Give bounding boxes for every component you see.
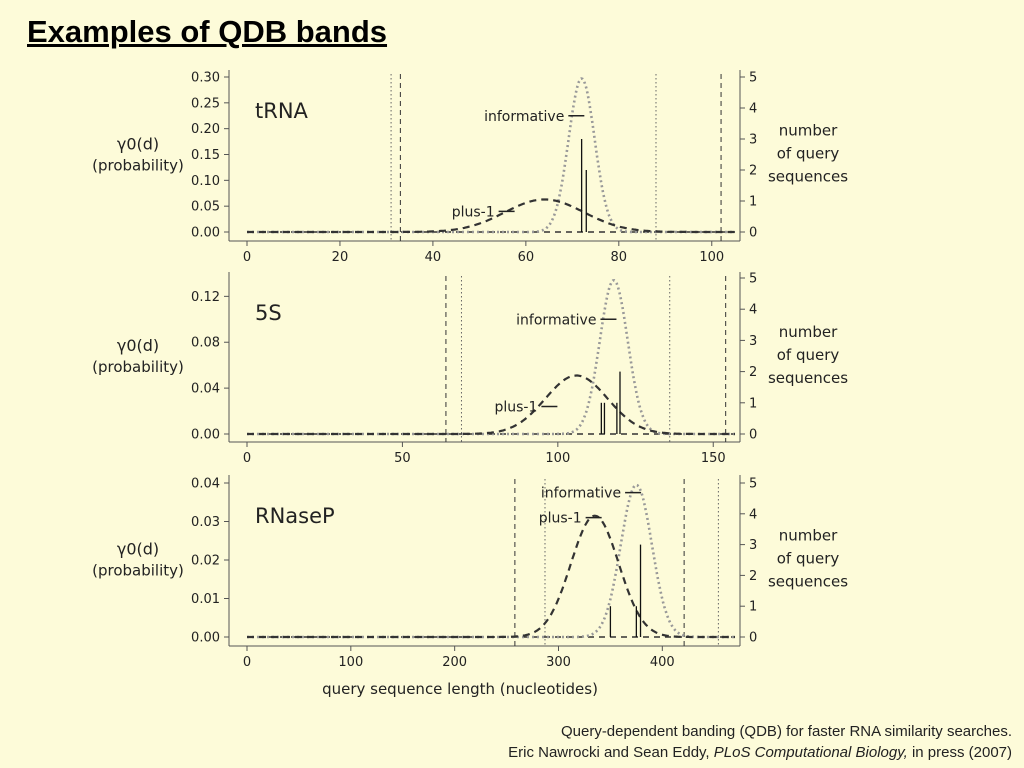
y-axis-label: γ0(d) <box>117 540 159 559</box>
x-tick-label: 150 <box>701 451 726 466</box>
y-tick-label: 0.08 <box>191 336 220 351</box>
caption-line-1: Query-dependent banding (QDB) for faster… <box>561 723 1012 740</box>
y2-axis-label: number <box>779 527 838 545</box>
y2-axis-label: sequences <box>768 168 848 186</box>
series-plus-1-curve <box>247 514 735 639</box>
y-tick-label: 0.02 <box>191 554 220 569</box>
y2-tick-label: 4 <box>749 507 757 522</box>
y-tick-label: 0.00 <box>191 631 220 646</box>
annotation-plus-1: plus-1 <box>494 399 537 415</box>
x-axis-label: query sequence length (nucleotides) <box>322 680 598 698</box>
chart-panel-5s: 0 50 100 150 0.00 0.04 0.08 0.12 0 1 2 3 4 5 informati… <box>92 272 848 467</box>
caption-line-2: Eric Nawrocki and Sean Eddy, PLoS Comput… <box>508 744 1012 761</box>
y2-tick-label: 3 <box>749 334 757 349</box>
y-axis-sublabel: (probability) <box>92 157 184 175</box>
y2-axis-label: sequences <box>768 573 848 591</box>
x-tick-label: 300 <box>546 655 571 670</box>
y-tick-label: 0.03 <box>191 515 220 530</box>
caption-text: Query-dependent banding (QDB) for faster… <box>560 723 1012 740</box>
y-tick-label: 0.10 <box>191 174 220 189</box>
annotation-informative: informative <box>484 109 564 125</box>
y2-tick-label: 0 <box>749 428 757 443</box>
y-tick-label: 0.04 <box>191 477 220 492</box>
series-informative-curve <box>247 77 735 234</box>
y-axis-label: γ0(d) <box>117 135 159 154</box>
y2-tick-label: 2 <box>749 164 757 179</box>
panel-title: tRNA <box>255 99 309 123</box>
y-tick-label: 0.25 <box>191 96 220 111</box>
y2-tick-label: 2 <box>749 569 757 584</box>
y2-axis-label: of query <box>777 550 840 568</box>
y2-axis-label: number <box>779 122 838 140</box>
y2-axis-label: sequences <box>768 369 848 387</box>
x-tick-label: 0 <box>243 655 251 670</box>
y-axis-sublabel: (probability) <box>92 358 184 376</box>
series-informative-curve <box>247 279 735 436</box>
y2-tick-label: 1 <box>749 195 757 210</box>
x-tick-label: 200 <box>442 655 467 670</box>
y2-tick-label: 0 <box>749 226 757 241</box>
y-tick-label: 0.20 <box>191 122 220 137</box>
y-tick-label: 0.04 <box>191 382 220 397</box>
slide-title: Examples of QDB bands <box>27 14 388 49</box>
chart-panel-rnasep: 0 100 200 300 400 0.00 0.01 0.02 0.03 0.04 0 1 2 3 4 5 i… <box>92 475 848 698</box>
y2-tick-label: 4 <box>749 102 757 117</box>
annotation-plus-1: plus-1 <box>452 204 495 220</box>
y2-tick-label: 4 <box>749 303 757 318</box>
y2-tick-label: 1 <box>749 600 757 615</box>
y2-tick-label: 3 <box>749 538 757 553</box>
y2-tick-label: 1 <box>749 396 757 411</box>
series-plus-1-curve <box>247 374 735 436</box>
y-axis-sublabel: (probability) <box>92 562 184 580</box>
caption-journal: PLoS Computational Biology, <box>713 744 908 761</box>
x-tick-label: 80 <box>611 250 628 265</box>
y-tick-label: 0.01 <box>191 592 220 607</box>
caption-status: in press (2007) <box>907 744 1012 761</box>
x-tick-label: 50 <box>394 451 411 466</box>
annotation-plus-1: plus-1 <box>539 511 582 527</box>
y2-axis-label: of query <box>777 145 840 163</box>
annotation-informative: informative <box>516 312 596 328</box>
series-plus-1-curve <box>247 198 735 234</box>
y-tick-label: 0.12 <box>191 290 220 305</box>
y-tick-label: 0.30 <box>191 71 220 86</box>
panel-title: RNaseP <box>255 504 335 528</box>
x-tick-label: 100 <box>338 655 363 670</box>
y2-tick-label: 3 <box>749 133 757 148</box>
y2-tick-label: 0 <box>749 631 757 646</box>
x-tick-label: 100 <box>699 250 724 265</box>
x-tick-label: 20 <box>332 250 349 265</box>
x-tick-label: 0 <box>243 250 251 265</box>
y-tick-label: 0.00 <box>191 428 220 443</box>
y2-axis-label: of query <box>777 346 840 364</box>
caption-authors: Eric Nawrocki and Sean Eddy, <box>508 744 714 761</box>
x-tick-label: 60 <box>518 250 535 265</box>
y-tick-label: 0.05 <box>191 200 220 215</box>
x-tick-label: 0 <box>243 451 251 466</box>
x-tick-label: 100 <box>545 451 570 466</box>
y2-axis-label: number <box>779 323 838 341</box>
y-axis-label: γ0(d) <box>117 336 159 355</box>
series-informative-curve <box>247 483 735 639</box>
y-tick-label: 0.15 <box>191 148 220 163</box>
chart-panel-trna: 0 20 40 60 80 1000.000.050.100.150.200.250.30… <box>92 70 848 265</box>
y2-tick-label: 5 <box>749 477 757 492</box>
x-tick-label: 400 <box>650 655 675 670</box>
annotation-informative: informative <box>541 486 621 502</box>
panel-title: 5S <box>255 301 282 325</box>
y-tick-label: 0.00 <box>191 226 220 241</box>
x-tick-label: 40 <box>425 250 442 265</box>
y2-tick-label: 2 <box>749 365 757 380</box>
y2-tick-label: 5 <box>749 272 757 287</box>
y2-tick-label: 5 <box>749 71 757 86</box>
